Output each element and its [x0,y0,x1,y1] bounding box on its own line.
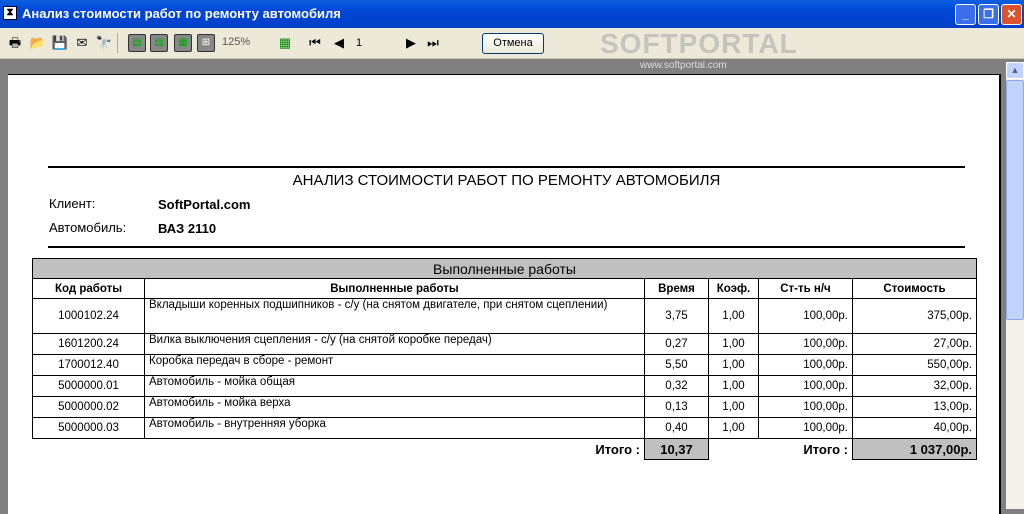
cancel-button[interactable]: Отмена [482,33,544,54]
vertical-scrollbar[interactable]: ▲ [1006,62,1024,509]
cell-work: Автомобиль - мойка общая [144,375,645,397]
table-row: 5000000.01 Автомобиль - мойка общая 0,32 1,… [32,375,977,397]
cell-code: 1700012.40 [32,354,145,376]
close-button[interactable]: ✕ [1001,4,1022,25]
print-icon[interactable]: 🖶 [8,35,22,50]
open-icon[interactable]: 📂 [29,35,47,50]
col-code: Код работы [32,278,145,299]
column-headers: Код работы Выполненные работы Время Коэф… [32,278,977,299]
cell-time: 0,27 [644,333,709,355]
cell-rate: 100,00р. [758,375,853,397]
cell-cost: 375,00р. [852,298,977,334]
table-row: 1700012.40 Коробка передач в сборе - ремо… [32,354,977,376]
cell-code: 5000000.02 [32,396,145,418]
find-icon[interactable]: 🔭 [95,35,113,50]
total-time: 10,37 [644,438,709,460]
cell-work: Вкладыши коренных подшипников - с/у (на … [144,298,645,334]
toolbar: 🖶 📂 💾 ✉ 🔭 ▤ ▤ ▦ ⊞ 125% ▦ ⏮ ◀ 1 ▶ ⏭ Отмен… [0,28,1024,59]
total-time-label: Итого : [595,441,640,457]
cell-cost: 13,00р. [852,396,977,418]
cell-cost: 40,00р. [852,417,977,439]
restore-button[interactable]: ❐ [978,4,999,25]
cell-coef: 1,00 [708,417,759,439]
cell-coef: 1,00 [708,298,759,334]
divider [48,246,965,248]
scroll-up-icon[interactable]: ▲ [1006,62,1024,79]
col-work: Выполненные работы [144,278,645,299]
cell-work: Автомобиль - внутренняя уборка [144,417,645,439]
last-page-icon[interactable]: ⏭ [427,35,439,50]
cell-work: Вилка выключения сцепления - с/у (на сня… [144,333,645,355]
report-title: АНАЛИЗ СТОИМОСТИ РАБОТ ПО РЕМОНТУ АВТОМО… [292,172,721,189]
app-icon: ⧗ [3,6,17,20]
cell-work: Автомобиль - мойка верха [144,396,645,418]
cell-time: 3,75 [644,298,709,334]
car-label: Автомобиль: [49,220,127,235]
cell-rate: 100,00р. [758,396,853,418]
save-icon[interactable]: 💾 [51,35,69,50]
email-icon[interactable]: ✉ [76,35,88,50]
client-value: SoftPortal.com [158,197,251,212]
table-row: 5000000.03 Автомобиль - внутренняя уборка… [32,417,977,439]
col-rate: Ст-ть н/ч [758,278,853,299]
col-cost: Стоимость [852,278,977,299]
client-label: Клиент: [49,196,96,211]
cell-time: 0,13 [644,396,709,418]
watermark-logo: SOFTPORTAL [600,28,798,59]
scroll-thumb[interactable] [1006,80,1024,320]
one-page-icon[interactable]: ▤ [128,34,146,52]
cell-rate: 100,00р. [758,354,853,376]
section-header: Выполненные работы [32,258,977,279]
cell-code: 1601200.24 [32,333,145,355]
cell-work: Коробка передач в сборе - ремонт [144,354,645,376]
cell-code: 1000102.24 [32,298,145,334]
cell-rate: 100,00р. [758,333,853,355]
next-page-icon[interactable]: ▶ [406,35,416,50]
cell-cost: 27,00р. [852,333,977,355]
cell-time: 5,50 [644,354,709,376]
table-row: 1000102.24 Вкладыши коренных подшипников … [32,298,977,334]
report-page: АНАЛИЗ СТОИМОСТИ РАБОТ ПО РЕМОНТУ АВТОМО… [8,74,1001,514]
cell-time: 0,40 [644,417,709,439]
page-number-input[interactable]: 1 [355,37,363,49]
totals-row: Итого : 10,37 Итого : 1 037,00р. [33,438,977,460]
prev-page-icon[interactable]: ◀ [334,35,344,50]
cell-code: 5000000.03 [32,417,145,439]
two-pages-icon[interactable]: ▦ [174,34,192,52]
cell-code: 5000000.01 [32,375,145,397]
col-coef: Коэф. [708,278,759,299]
page-width-icon[interactable]: ▤ [150,34,168,52]
grid-icon[interactable]: ▦ [278,35,292,50]
minimize-button[interactable]: _ [955,4,976,25]
col-time: Время [644,278,709,299]
zoom-select[interactable]: 125% [222,36,251,48]
cell-coef: 1,00 [708,396,759,418]
watermark-url: www.softportal.com [640,60,727,71]
works-table: Выполненные работы Код работы Выполненны… [32,258,977,460]
car-value: ВАЗ 2110 [158,221,217,236]
multi-page-icon[interactable]: ⊞ [197,34,215,52]
title-bar: ⧗ Анализ стоимости работ по ремонту авто… [0,0,1024,28]
cell-coef: 1,00 [708,354,759,376]
cell-cost: 32,00р. [852,375,977,397]
cell-rate: 100,00р. [758,417,853,439]
table-row: 5000000.02 Автомобиль - мойка верха 0,13 1,… [32,396,977,418]
window-title: Анализ стоимости работ по ремонту автомо… [22,6,341,21]
table-row: 1601200.24 Вилка выключения сцепления - с… [32,333,977,355]
cell-cost: 550,00р. [852,354,977,376]
total-cost: 1 037,00р. [852,438,977,460]
first-page-icon[interactable]: ⏮ [309,35,321,50]
cell-time: 0,32 [644,375,709,397]
total-cost-label: Итого : [803,441,848,457]
cell-coef: 1,00 [708,333,759,355]
divider [48,166,965,168]
cell-coef: 1,00 [708,375,759,397]
cell-rate: 100,00р. [758,298,853,334]
toolbar-divider [117,33,118,53]
